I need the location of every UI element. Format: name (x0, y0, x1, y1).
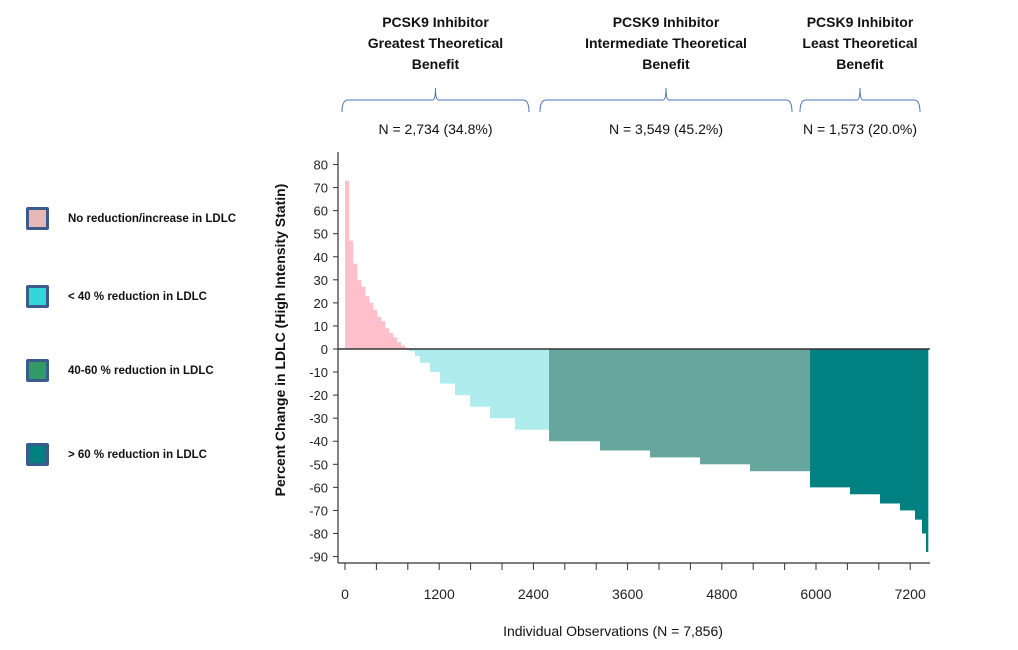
bar (419, 349, 431, 363)
legend-item: No reduction/increase in LDLC (26, 207, 236, 230)
group-brace (341, 87, 530, 113)
bar (925, 349, 929, 552)
x-tick-label: 7200 (895, 586, 926, 602)
y-tick-label: 0 (321, 342, 328, 357)
x-axis-title: Individual Observations (N = 7,856) (503, 623, 723, 639)
group-n-label: N = 2,734 (34.8%) (378, 121, 493, 137)
y-tick-label: -20 (309, 388, 328, 403)
bar (469, 349, 491, 407)
group-brace (539, 87, 793, 113)
bar (377, 316, 382, 349)
group-title-line: Benefit (836, 56, 884, 72)
bar (649, 349, 701, 458)
bar (357, 279, 362, 349)
bar (345, 180, 350, 349)
bar (392, 337, 398, 349)
y-tick-label: -80 (309, 526, 328, 541)
bar (914, 349, 923, 520)
bar (849, 349, 881, 495)
legend-swatch (26, 207, 49, 230)
y-tick-label: 70 (314, 181, 328, 196)
bar (361, 286, 366, 349)
bar (879, 349, 901, 504)
bar (810, 349, 851, 488)
bar (396, 342, 402, 349)
y-tick-label: -90 (309, 550, 328, 565)
y-tick-label: -50 (309, 457, 328, 472)
group-title: PCSK9 Inhibitor Intermediate Theoretical B… (566, 12, 766, 75)
group-title-line: Least Theoretical (802, 35, 918, 51)
bar (489, 349, 516, 419)
y-tick-label: 60 (314, 204, 328, 219)
bar (369, 302, 374, 349)
group-title: PCSK9 Inhibitor Greatest Theoretical Benef… (336, 12, 536, 75)
bar (749, 349, 811, 472)
bar (353, 263, 358, 349)
x-tick-label: 1200 (424, 586, 455, 602)
group-title-line: PCSK9 Inhibitor (612, 14, 720, 30)
y-tick-label: -70 (309, 503, 328, 518)
legend-item: > 60 % reduction in LDLC (26, 443, 207, 466)
group-n-label: N = 3,549 (45.2%) (608, 121, 723, 137)
x-tick-label: 3600 (612, 586, 643, 602)
bar (699, 349, 751, 465)
bar (400, 345, 406, 349)
bar (549, 349, 601, 442)
y-tick-label: -10 (309, 365, 328, 380)
group-brace (799, 87, 921, 113)
bar (899, 349, 916, 511)
bar (921, 349, 927, 534)
group-title-line: Benefit (411, 56, 460, 72)
bar (408, 349, 416, 352)
bar (439, 349, 456, 384)
y-tick-label: -40 (309, 434, 328, 449)
bar (415, 349, 421, 356)
bar (515, 349, 550, 430)
y-tick-label: 30 (314, 273, 328, 288)
x-tick-label: 0 (341, 586, 349, 602)
bar (385, 328, 390, 349)
legend-swatch (26, 443, 49, 466)
y-tick-label: -60 (309, 480, 328, 495)
bar (365, 295, 370, 349)
legend-swatch (26, 285, 49, 308)
y-tick-label: 80 (314, 158, 328, 173)
group-title-line: Intermediate Theoretical (585, 35, 747, 51)
bar (599, 349, 651, 451)
y-tick-label: 50 (314, 227, 328, 242)
x-tick-label: 2400 (518, 586, 549, 602)
y-tick-label: 40 (314, 250, 328, 265)
x-tick-label: 6000 (800, 586, 831, 602)
bar (430, 349, 441, 373)
y-tick-label: -30 (309, 411, 328, 426)
legend-label: 40-60 % reduction in LDLC (68, 364, 214, 377)
y-tick-label: 20 (314, 296, 328, 311)
group-n-label: N = 1,573 (20.0%) (802, 121, 917, 137)
group-title-line: PCSK9 Inhibitor (806, 14, 914, 30)
group-title-line: Benefit (642, 56, 690, 72)
legend-label: < 40 % reduction in LDLC (68, 290, 207, 303)
legend-swatch (26, 359, 49, 382)
bar (349, 240, 354, 349)
y-axis-title: Percent Change in LDLC (High Intensity S… (272, 183, 288, 497)
legend-item: 40-60 % reduction in LDLC (26, 359, 214, 382)
bar (389, 332, 394, 349)
legend-label: No reduction/increase in LDLC (68, 212, 237, 225)
group-title: PCSK9 Inhibitor Least Theoretical Benefit (760, 12, 960, 75)
bar (373, 309, 378, 349)
y-tick-label: 10 (314, 319, 328, 334)
bar (454, 349, 471, 396)
legend-label: > 60 % reduction in LDLC (68, 448, 207, 461)
bar (381, 321, 386, 349)
group-title-line: Greatest Theoretical (367, 35, 504, 51)
legend-item: < 40 % reduction in LDLC (26, 285, 207, 308)
group-title-line: PCSK9 Inhibitor (382, 14, 489, 30)
x-tick-label: 4800 (706, 586, 737, 602)
